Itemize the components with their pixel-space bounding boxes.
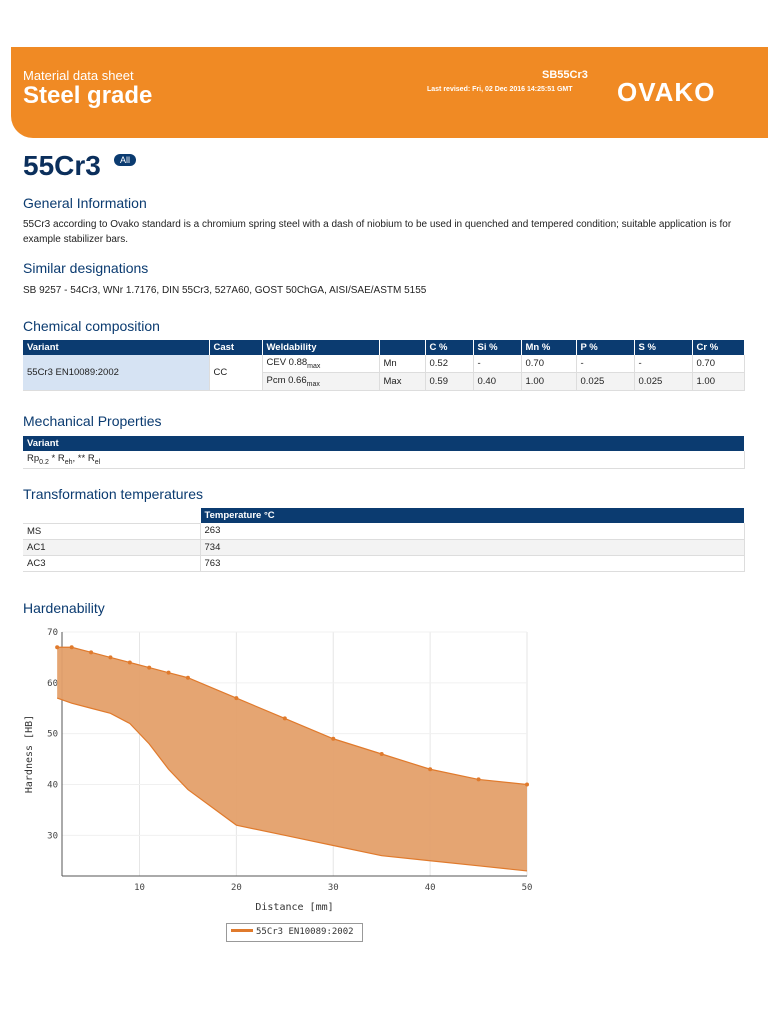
blank-header [23, 508, 201, 524]
temp-value: 734 [200, 539, 745, 556]
temp-value: 263 [200, 523, 745, 540]
variant-cell: 55Cr3 EN10089:2002 [23, 355, 210, 391]
temp-value: 763 [200, 555, 745, 572]
x-tick-label: 20 [231, 883, 242, 893]
s-cell: 0.025 [634, 372, 693, 391]
col-c: C % [425, 340, 474, 355]
cast-cell: CC [209, 355, 263, 391]
y-tick-label: 40 [47, 781, 58, 791]
chemical-title: Chemical composition [23, 318, 160, 334]
header-revised: Last revised: Fri, 02 Dec 2016 14:25:51 … [427, 86, 573, 93]
limit-cell: Max [379, 372, 426, 391]
similar-text: SB 9257 - 54Cr3, WNr 1.7176, DIN 55Cr3, … [23, 285, 427, 296]
legend-label: 55Cr3 EN10089:2002 [256, 927, 354, 937]
data-point [282, 716, 287, 721]
min-line [56, 697, 528, 872]
mechanical-note: Rp0.2 * Reh, ** Rel [23, 451, 745, 469]
si-cell: - [473, 355, 522, 373]
mechanical-header: Variant [23, 436, 745, 451]
x-tick-label: 40 [425, 883, 436, 893]
table-row: Rp0.2 * Reh, ** Rel [23, 451, 745, 469]
chart-svg: 10 20 30 40 50 30 40 50 60 70 Distance [mm] Hardnes… [24, 628, 533, 913]
temp-label: AC1 [23, 539, 201, 556]
cr-cell: 1.00 [692, 372, 745, 391]
table-row: AC1 734 [23, 539, 745, 556]
y-tick-label: 30 [47, 831, 58, 841]
general-title: General Information [23, 195, 147, 211]
chemical-table: Variant Cast Weldability C % Si % Mn % P… [23, 340, 745, 391]
hardenability-chart: 10 20 30 40 50 30 40 50 60 70 Distance [mm] Hardnes… [18, 620, 538, 950]
temp-label: AC3 [23, 555, 201, 572]
si-cell: 0.40 [473, 372, 522, 391]
col-cast: Cast [209, 340, 263, 355]
table-row: MS 263 [23, 523, 745, 540]
c-cell: 0.59 [425, 372, 474, 391]
y-axis-label: Hardness [HB] [24, 715, 35, 793]
hardness-band [57, 647, 527, 871]
y-tick-label: 70 [47, 628, 58, 638]
data-point [69, 645, 74, 650]
data-point [234, 696, 239, 701]
table-row: AC3 763 [23, 555, 745, 572]
chart-legend[interactable]: 55Cr3 EN10089:2002 [226, 923, 363, 942]
p-cell: - [576, 355, 635, 373]
transformation-title: Transformation temperatures [23, 486, 203, 502]
header-title: Steel grade [23, 82, 153, 109]
data-point [379, 752, 384, 756]
data-point [525, 782, 529, 787]
transformation-table: Temperature °C MS 263 AC1 734 AC3 763 [23, 508, 745, 572]
grade-name: 55Cr3 [23, 150, 101, 181]
x-tick-label: 50 [522, 883, 533, 893]
weld-cell: Pcm 0.66max [262, 372, 380, 391]
c-cell: 0.52 [425, 355, 474, 373]
general-text: 55Cr3 according to Ovako standard is a c… [23, 219, 732, 245]
col-s: S % [634, 340, 693, 355]
data-point [476, 777, 481, 782]
mn-cell: 1.00 [521, 372, 577, 391]
data-point [428, 767, 433, 772]
similar-title: Similar designations [23, 260, 149, 276]
data-point [185, 675, 190, 680]
chemical-header-row: Variant Cast Weldability C % Si % Mn % P… [23, 340, 745, 355]
col-cr: Cr % [692, 340, 745, 355]
header-code: SB55Cr3 [542, 69, 588, 81]
header-subtitle: Material data sheet [23, 68, 134, 83]
data-point [166, 670, 171, 675]
col-weldability: Weldability [262, 340, 380, 355]
weld-cell: CEV 0.88max [262, 355, 380, 373]
cr-cell: 0.70 [692, 355, 745, 373]
data-point [331, 736, 336, 741]
col-mn: Mn % [521, 340, 577, 355]
y-tick-label: 60 [47, 679, 58, 689]
mn-cell: 0.70 [521, 355, 577, 373]
temperature-header: Temperature °C [200, 508, 745, 523]
y-tick-label: 50 [47, 730, 58, 740]
data-point [147, 665, 152, 670]
table-row: Pcm 0.66max Max 0.59 0.40 1.00 0.025 0.0… [23, 372, 745, 391]
p-cell: 0.025 [576, 372, 635, 391]
data-point [55, 645, 60, 650]
s-cell: - [634, 355, 693, 373]
temp-label: MS [23, 523, 201, 540]
x-tick-label: 30 [328, 883, 339, 893]
mechanical-title: Mechanical Properties [23, 413, 162, 429]
grade-badge: All [114, 154, 137, 166]
legend-swatch [231, 929, 253, 932]
col-si: Si % [473, 340, 522, 355]
table-row: 55Cr3 EN10089:2002 CC CEV 0.88max Mn 0.5… [23, 355, 745, 391]
limit-cell: Mn [379, 355, 426, 373]
data-point [89, 650, 94, 655]
col-p: P % [576, 340, 635, 355]
data-point [108, 655, 113, 660]
x-axis-label: Distance [mm] [255, 902, 333, 913]
col-limit [379, 340, 426, 355]
header-banner: Material data sheet Steel grade SB55Cr3 … [11, 47, 768, 138]
x-tick-label: 10 [134, 883, 145, 893]
hardenability-title: Hardenability [23, 600, 105, 616]
ovako-logo: OVAKO [617, 77, 716, 107]
mechanical-table: Variant Rp0.2 * Reh, ** Rel [23, 436, 745, 469]
col-variant: Variant [23, 340, 210, 355]
data-point [127, 660, 132, 665]
